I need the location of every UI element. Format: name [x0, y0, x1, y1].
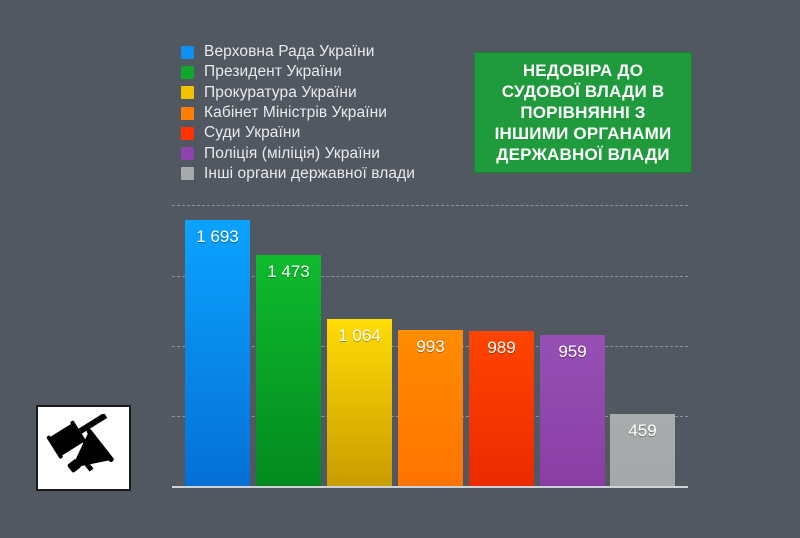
bar-value-label: 1 693	[196, 227, 239, 246]
bar-value-label: 1 064	[338, 326, 381, 345]
chart-title: НЕДОВІРА ДО СУДОВОЇ ВЛАДИ В ПОРІВНЯННІ З…	[494, 61, 672, 164]
legend-label: Інші органи державної влади	[204, 164, 415, 182]
legend-label: Поліція (міліція) України	[204, 144, 381, 162]
legend-swatch	[181, 147, 194, 161]
x-axis-line	[172, 486, 688, 488]
bar-value-label: 1 473	[267, 262, 310, 281]
gridline	[172, 276, 688, 277]
bar: 1 473	[256, 255, 321, 486]
bar-value-label: 993	[416, 337, 445, 356]
gavel-megaphone-icon	[46, 414, 114, 473]
legend-swatch	[181, 86, 194, 100]
chart-legend: Верховна Рада України Президент України …	[181, 42, 415, 184]
legend-label: Верховна Рада України	[204, 43, 375, 61]
bar-value-label: 459	[628, 421, 657, 440]
legend-label: Кабінет Міністрів України	[204, 104, 388, 122]
bar: 989	[469, 331, 534, 486]
legend-item: Верховна Рада України	[181, 42, 415, 62]
logo	[36, 405, 131, 491]
bar: 1 064	[327, 319, 392, 486]
legend-swatch	[181, 106, 194, 120]
legend-item: Президент України	[181, 62, 415, 82]
legend-item: Інші органи державної влади	[181, 164, 415, 184]
bar: 459	[610, 414, 675, 486]
legend-swatch	[181, 45, 194, 59]
legend-swatch	[181, 126, 194, 140]
legend-item: Поліція (міліція) України	[181, 143, 415, 163]
legend-item: Суди України	[181, 123, 415, 143]
bar: 1 693	[185, 220, 250, 486]
bar: 959	[540, 335, 605, 486]
bar-value-label: 959	[558, 342, 587, 361]
legend-item: Прокуратура України	[181, 83, 415, 103]
legend-label: Суди України	[204, 124, 301, 142]
chart-title-box: НЕДОВІРА ДО СУДОВОЇ ВЛАДИ В ПОРІВНЯННІ З…	[474, 52, 692, 173]
plot-area: 1 693 1 473 1 064 993 989 959 459	[172, 195, 688, 488]
bar: 993	[398, 330, 463, 486]
legend-label: Президент України	[204, 63, 342, 81]
legend-label: Прокуратура України	[204, 83, 357, 101]
legend-swatch	[181, 65, 194, 79]
gridline	[172, 205, 688, 206]
legend-item: Кабінет Міністрів України	[181, 103, 415, 123]
bar-value-label: 989	[487, 338, 516, 357]
legend-swatch	[181, 167, 194, 181]
